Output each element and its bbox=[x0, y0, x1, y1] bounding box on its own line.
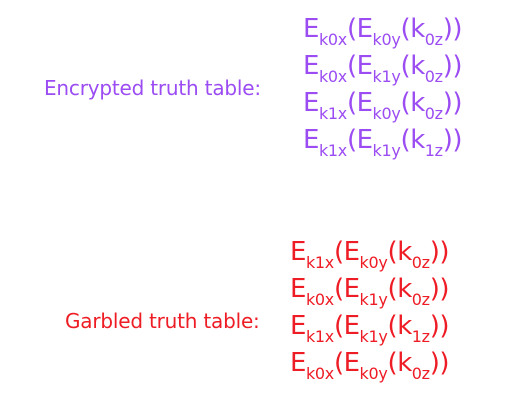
garbled-row-3: Ek1x(Ek1y(k1z)) bbox=[290, 311, 450, 348]
key-subscript: k0x bbox=[305, 290, 334, 309]
key-subscript: 1z bbox=[424, 141, 443, 160]
key-subscript: 0z bbox=[424, 104, 443, 123]
enc-symbol: E bbox=[290, 274, 306, 304]
key-subscript: k0x bbox=[318, 30, 347, 49]
key-subscript: k0y bbox=[359, 364, 388, 383]
garbled-row-1: Ek1x(Ek0y(k0z)) bbox=[290, 237, 450, 274]
key-subscript: 0z bbox=[411, 253, 430, 272]
key-subscript: k0y bbox=[372, 104, 401, 123]
key-symbol: (k bbox=[400, 14, 426, 44]
closing-parens: )) bbox=[429, 237, 450, 267]
enc-symbol: E bbox=[303, 125, 319, 155]
enc-symbol: (E bbox=[346, 125, 373, 155]
enc-symbol: E bbox=[303, 51, 319, 81]
encrypted-table-rows: Ek0x(Ek0y(k0z)) Ek0x(Ek1y(k0z)) Ek1x(Ek0… bbox=[303, 14, 463, 162]
key-subscript: k1y bbox=[372, 67, 401, 86]
enc-symbol: E bbox=[303, 14, 319, 44]
encrypted-row-3: Ek1x(Ek0y(k0z)) bbox=[303, 88, 463, 125]
key-subscript: k0y bbox=[372, 30, 401, 49]
closing-parens: )) bbox=[442, 14, 463, 44]
key-symbol: (k bbox=[387, 237, 413, 267]
key-subscript: k1x bbox=[305, 253, 334, 272]
key-subscript: 0z bbox=[424, 30, 443, 49]
garbled-row-4: Ek0x(Ek0y(k0z)) bbox=[290, 348, 450, 385]
enc-symbol: E bbox=[290, 348, 306, 378]
key-symbol: (k bbox=[400, 88, 426, 118]
enc-symbol: E bbox=[303, 88, 319, 118]
key-subscript: k1y bbox=[359, 327, 388, 346]
encrypted-row-2: Ek0x(Ek1y(k0z)) bbox=[303, 51, 463, 88]
garbled-row-2: Ek0x(Ek1y(k0z)) bbox=[290, 274, 450, 311]
closing-parens: )) bbox=[429, 311, 450, 341]
encrypted-row-4: Ek1x(Ek1y(k1z)) bbox=[303, 125, 463, 162]
key-symbol: (k bbox=[400, 51, 426, 81]
key-subscript: k1x bbox=[318, 141, 347, 160]
key-subscript: k0x bbox=[305, 364, 334, 383]
key-subscript: 0z bbox=[424, 67, 443, 86]
closing-parens: )) bbox=[429, 348, 450, 378]
key-symbol: (k bbox=[387, 311, 413, 341]
enc-symbol: (E bbox=[346, 51, 373, 81]
enc-symbol: (E bbox=[333, 237, 360, 267]
key-subscript: k0y bbox=[359, 253, 388, 272]
key-subscript: k1y bbox=[372, 141, 401, 160]
key-subscript: k1y bbox=[359, 290, 388, 309]
key-subscript: 0z bbox=[411, 364, 430, 383]
garbled-table-rows: Ek1x(Ek0y(k0z)) Ek0x(Ek1y(k0z)) Ek1x(Ek1… bbox=[290, 237, 450, 385]
key-symbol: (k bbox=[387, 274, 413, 304]
enc-symbol: (E bbox=[346, 14, 373, 44]
garbled-table-label: Garbled truth table: bbox=[65, 309, 260, 333]
closing-parens: )) bbox=[429, 274, 450, 304]
enc-symbol: (E bbox=[333, 274, 360, 304]
enc-symbol: (E bbox=[346, 88, 373, 118]
key-symbol: (k bbox=[387, 348, 413, 378]
encrypted-table-label: Encrypted truth table: bbox=[44, 76, 261, 100]
key-subscript: k1x bbox=[318, 104, 347, 123]
enc-symbol: (E bbox=[333, 311, 360, 341]
key-subscript: 1z bbox=[411, 327, 430, 346]
key-subscript: 0z bbox=[411, 290, 430, 309]
enc-symbol: E bbox=[290, 311, 306, 341]
key-subscript: k1x bbox=[305, 327, 334, 346]
closing-parens: )) bbox=[442, 88, 463, 118]
enc-symbol: E bbox=[290, 237, 306, 267]
key-symbol: (k bbox=[400, 125, 426, 155]
key-subscript: k0x bbox=[318, 67, 347, 86]
encrypted-row-1: Ek0x(Ek0y(k0z)) bbox=[303, 14, 463, 51]
closing-parens: )) bbox=[442, 125, 463, 155]
closing-parens: )) bbox=[442, 51, 463, 81]
enc-symbol: (E bbox=[333, 348, 360, 378]
